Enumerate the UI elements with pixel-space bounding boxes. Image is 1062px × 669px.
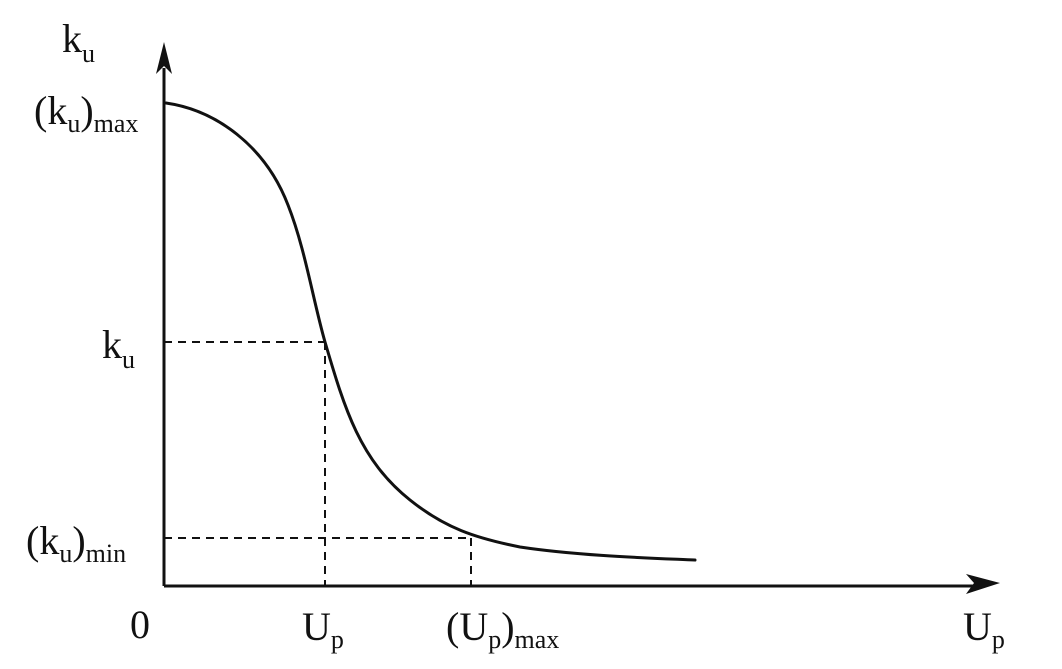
x-tick-up: Up <box>302 604 344 654</box>
x-axis-arrow <box>966 574 1000 594</box>
curve <box>164 101 697 562</box>
y-axis-arrow <box>156 42 172 74</box>
x-axis-label: Up <box>963 604 1005 654</box>
y-tick-ku: ku <box>102 322 135 374</box>
y-tick-ku-min: (ku)min <box>26 518 126 568</box>
y-axis-label: ku <box>62 16 95 68</box>
origin-label: 0 <box>130 602 150 647</box>
x-tick-up-max: (Up)max <box>446 604 559 654</box>
y-tick-ku-max: (ku)max <box>34 88 138 138</box>
